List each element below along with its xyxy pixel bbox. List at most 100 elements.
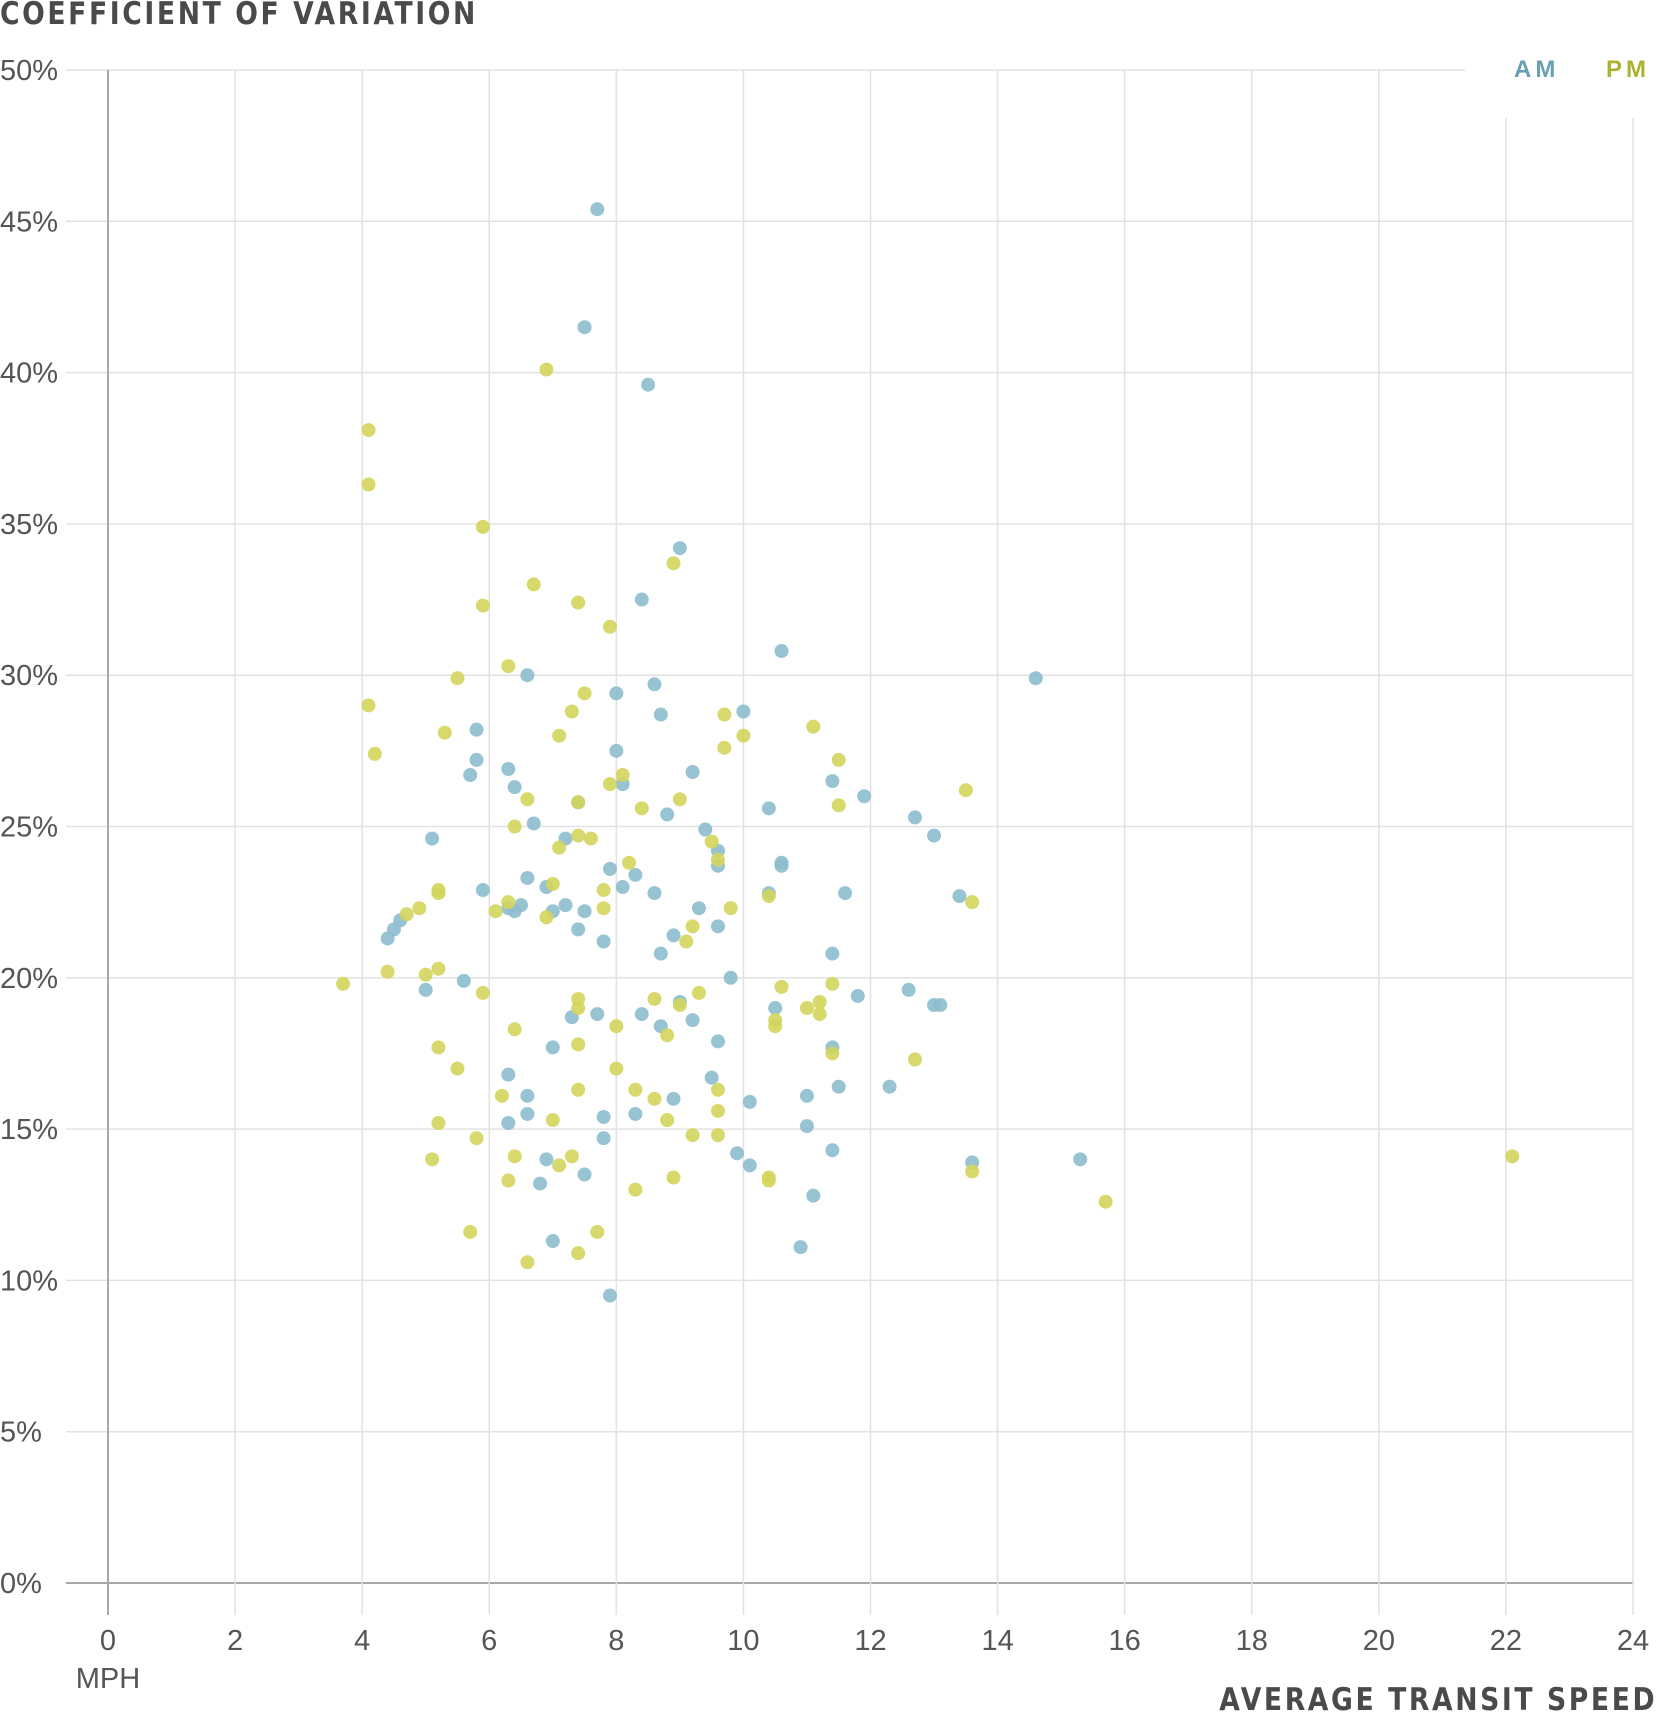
data-point-pm	[380, 964, 395, 979]
data-point-am	[609, 743, 624, 758]
data-point-am	[641, 377, 656, 392]
data-point-am	[380, 931, 395, 946]
data-point-am	[799, 1088, 814, 1103]
data-point-pm	[367, 746, 382, 761]
data-point-pm	[507, 819, 522, 834]
data-point-pm	[564, 704, 579, 719]
data-point-pm	[685, 919, 700, 934]
data-point-am	[666, 928, 681, 943]
data-point-am	[463, 768, 478, 783]
data-point-am	[927, 828, 942, 843]
data-point-pm	[571, 1037, 586, 1052]
data-point-am	[850, 988, 865, 1003]
data-point-am	[742, 1094, 757, 1109]
data-point-pm	[539, 910, 554, 925]
data-point-pm	[660, 1028, 675, 1043]
data-point-am	[634, 592, 649, 607]
y-tick-label: 5%	[0, 1417, 42, 1449]
data-point-pm	[711, 852, 725, 867]
data-point-am	[475, 883, 490, 898]
data-point-pm	[602, 777, 617, 792]
x-tick-label: 0	[100, 1625, 116, 1657]
data-point-pm	[647, 991, 662, 1006]
data-point-pm	[475, 985, 490, 1000]
data-point-pm	[628, 1082, 643, 1097]
data-point-pm	[431, 961, 446, 976]
data-point-am	[634, 1007, 649, 1022]
data-point-am	[691, 901, 706, 916]
data-point-am	[609, 686, 624, 701]
data-point-am	[653, 946, 668, 961]
data-point-am	[533, 1176, 548, 1191]
data-point-pm	[685, 1128, 700, 1143]
data-point-pm	[647, 1091, 662, 1106]
data-point-pm	[609, 1061, 624, 1076]
y-tick-label: 45%	[0, 206, 58, 238]
data-point-am	[672, 541, 687, 556]
data-point-pm	[958, 783, 973, 798]
data-point-am	[577, 1167, 592, 1182]
data-point-am	[838, 886, 853, 901]
data-point-am	[590, 202, 605, 217]
data-point-pm	[336, 976, 351, 991]
data-point-pm	[463, 1224, 478, 1239]
data-point-am	[685, 765, 700, 780]
data-point-pm	[507, 1149, 522, 1164]
data-point-am	[615, 880, 630, 895]
x-tick-label: 8	[608, 1625, 624, 1657]
data-point-pm	[361, 423, 376, 438]
data-point-am	[806, 1188, 821, 1203]
x-unit-label: MPH	[76, 1663, 140, 1695]
x-tick-label: 10	[727, 1625, 759, 1657]
data-point-pm	[622, 855, 637, 870]
data-point-pm	[571, 1246, 586, 1261]
data-point-pm	[571, 828, 586, 843]
data-point-am	[596, 1131, 611, 1146]
data-point-pm	[666, 1170, 681, 1185]
data-point-pm	[488, 904, 503, 919]
data-point-am	[577, 904, 592, 919]
data-point-pm	[552, 728, 567, 743]
data-point-am	[857, 789, 872, 804]
data-point-am	[711, 919, 725, 934]
data-point-am	[742, 1158, 757, 1173]
data-point-am	[571, 922, 586, 937]
data-point-am	[774, 858, 789, 873]
data-point-am	[647, 677, 662, 692]
data-point-pm	[494, 1088, 509, 1103]
data-point-pm	[602, 619, 617, 634]
data-point-pm	[552, 1158, 567, 1173]
data-point-am	[901, 982, 916, 997]
data-point-am	[539, 1152, 554, 1167]
data-point-am	[799, 1119, 814, 1134]
data-point-pm	[672, 792, 687, 807]
x-tick-label: 14	[981, 1625, 1013, 1657]
data-point-pm	[711, 1082, 725, 1097]
data-point-am	[1028, 671, 1043, 686]
y-tick-label: 50%	[0, 55, 58, 87]
data-point-pm	[425, 1152, 440, 1167]
data-point-am	[952, 889, 967, 904]
data-point-am	[520, 1106, 535, 1121]
data-point-pm	[717, 707, 732, 722]
data-point-am	[507, 780, 522, 795]
data-point-pm	[552, 840, 567, 855]
data-point-pm	[761, 889, 776, 904]
data-point-pm	[526, 577, 541, 592]
data-point-pm	[672, 998, 687, 1013]
data-point-am	[882, 1079, 897, 1094]
data-point-pm	[450, 671, 465, 686]
data-point-am	[723, 970, 738, 985]
data-point-pm	[507, 1022, 522, 1037]
data-point-pm	[717, 740, 732, 755]
data-point-am	[501, 1067, 516, 1082]
data-point-pm	[711, 1128, 725, 1143]
data-point-pm	[361, 698, 376, 713]
data-point-am	[730, 1146, 745, 1161]
data-point-am	[647, 886, 662, 901]
data-point-am	[520, 1088, 535, 1103]
data-point-am	[768, 1001, 783, 1016]
x-tick-label: 20	[1363, 1625, 1395, 1657]
data-point-am	[736, 704, 751, 719]
data-point-pm	[704, 834, 719, 849]
